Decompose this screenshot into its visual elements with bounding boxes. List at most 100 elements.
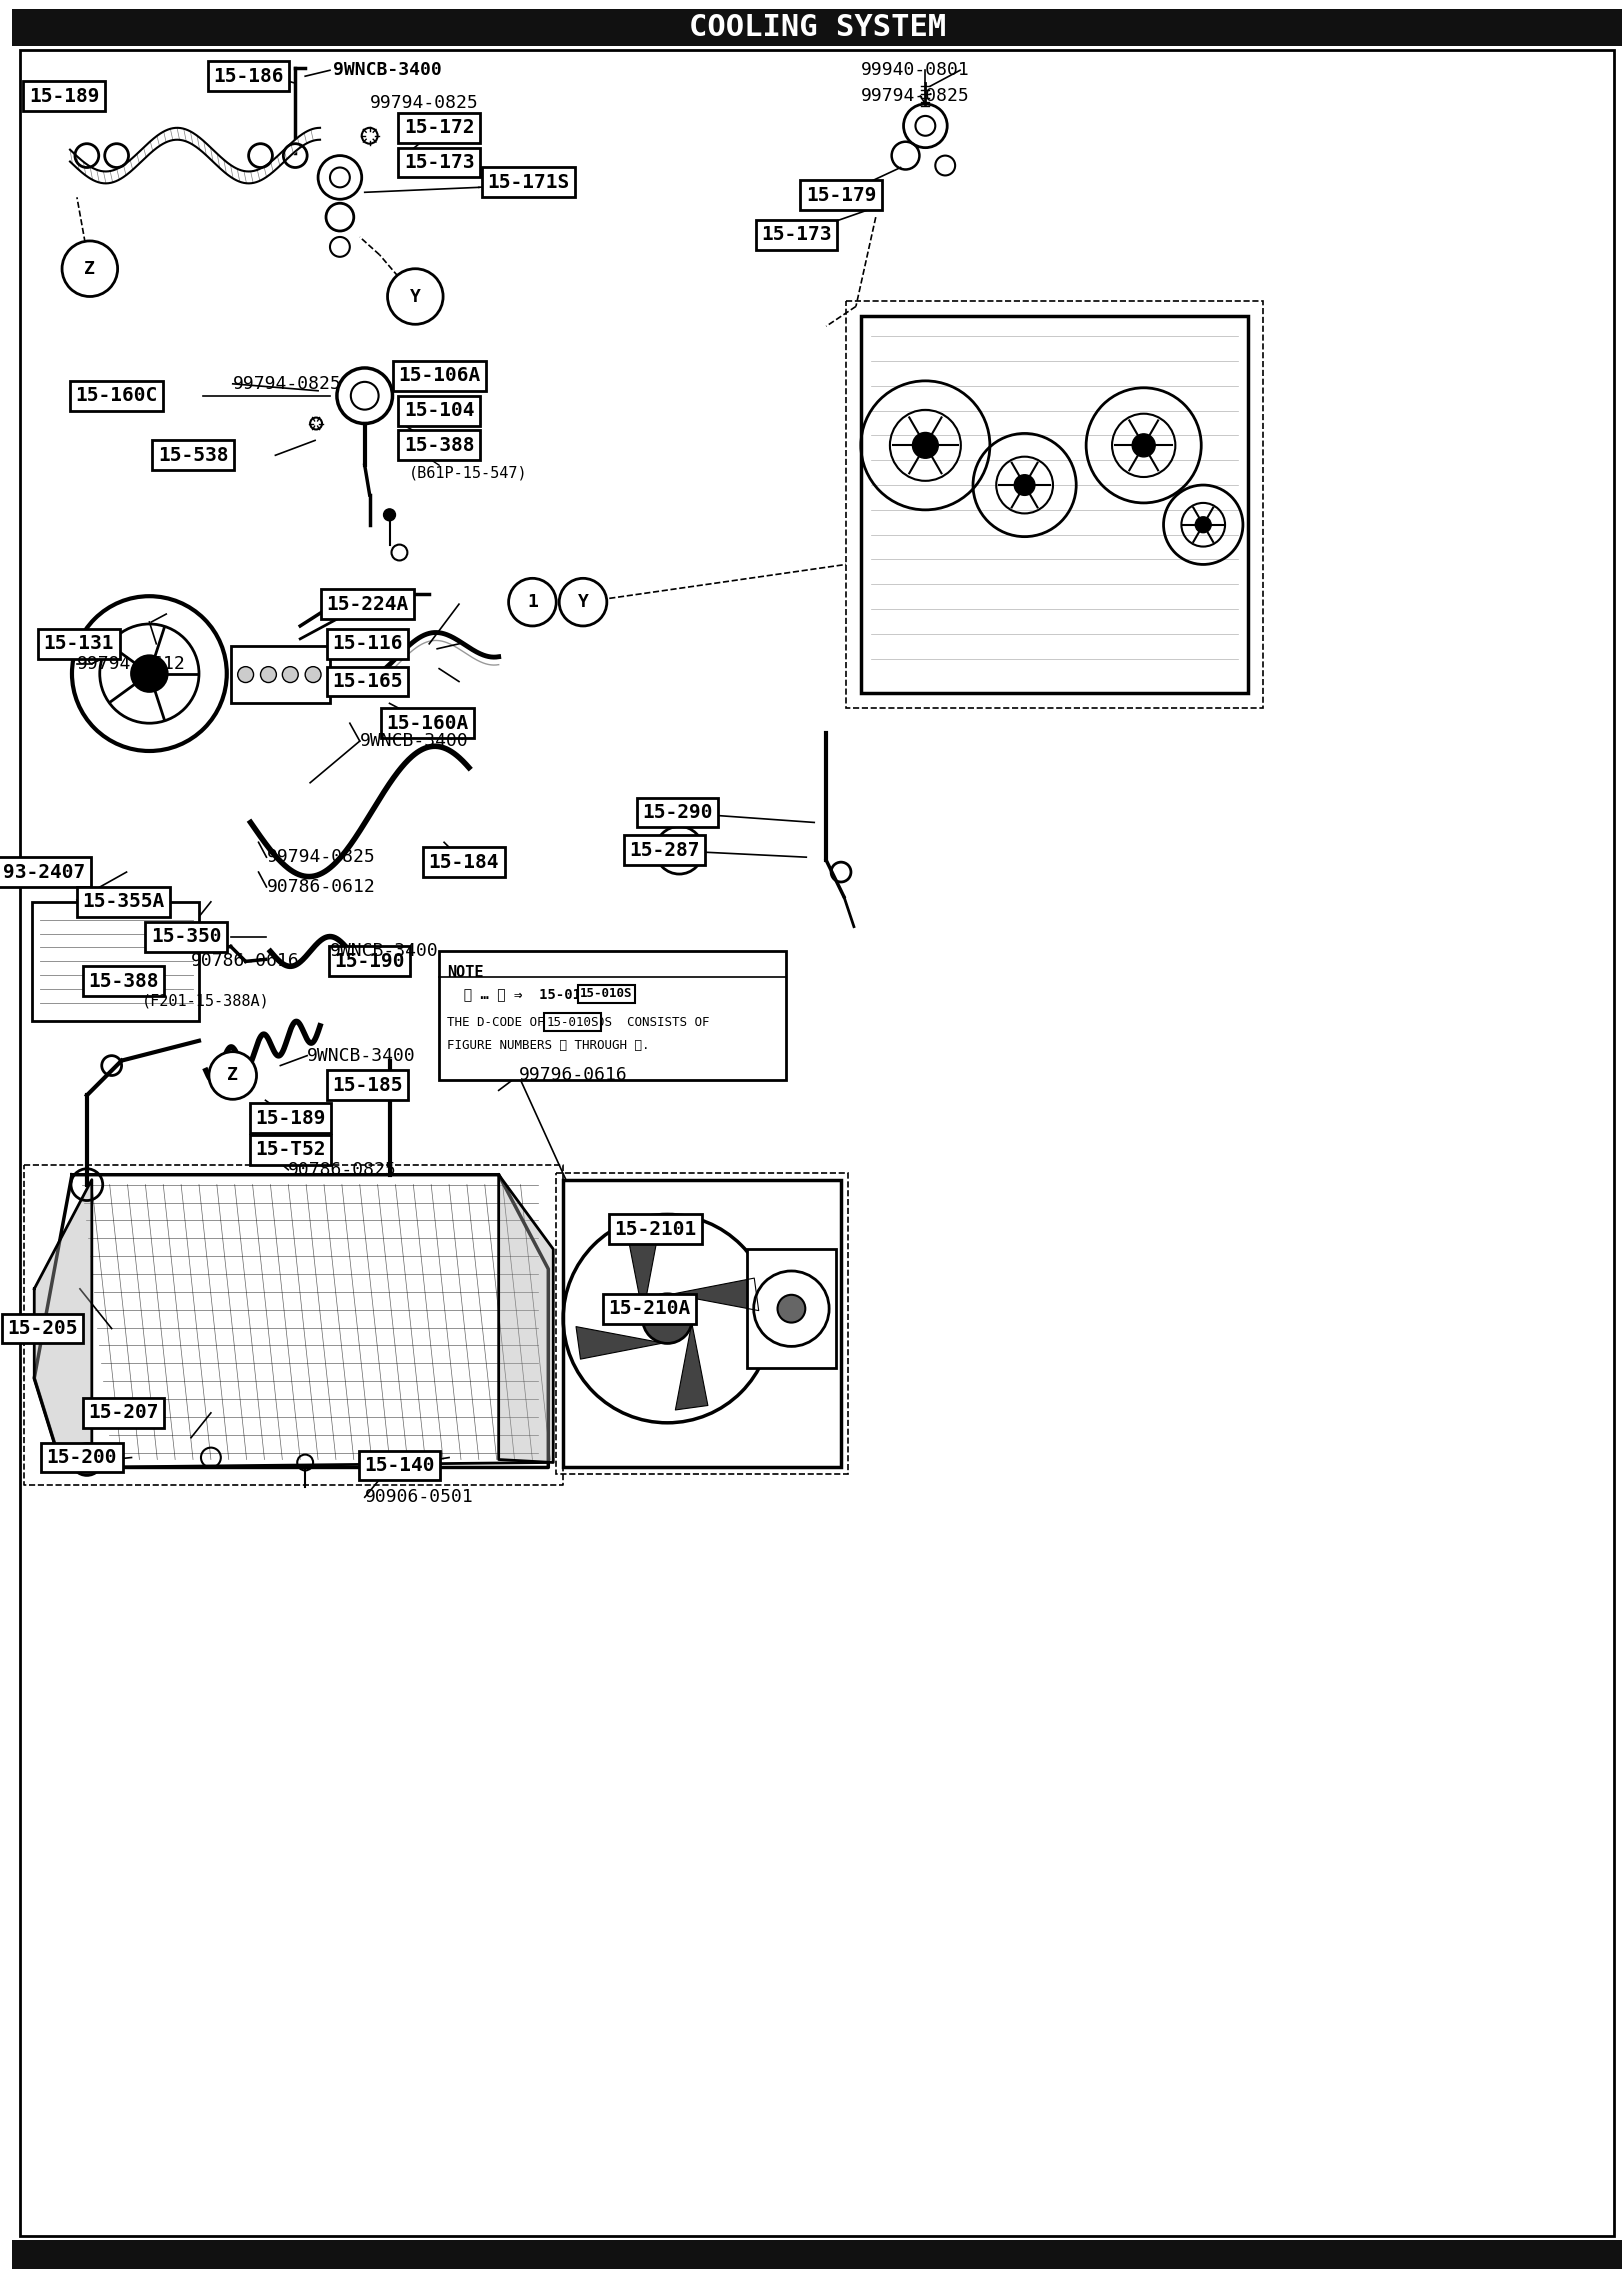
Text: 15-160C: 15-160C	[76, 387, 157, 405]
Circle shape	[362, 128, 378, 144]
Text: 90786-0616: 90786-0616	[191, 952, 300, 970]
Text: 15-171S: 15-171S	[487, 173, 569, 191]
Text: 15-205: 15-205	[6, 1319, 78, 1337]
Text: 1: 1	[527, 592, 539, 611]
Circle shape	[209, 1052, 256, 1100]
Text: 15-355A: 15-355A	[83, 893, 165, 911]
Polygon shape	[34, 1180, 92, 1467]
Text: 15-388: 15-388	[88, 973, 159, 991]
Text: 15-224A: 15-224A	[326, 595, 409, 613]
Text: 99794-0825: 99794-0825	[370, 93, 478, 112]
Text: 93-2407: 93-2407	[3, 863, 86, 882]
Bar	[847, 301, 1264, 708]
Bar	[556, 1173, 848, 1474]
Circle shape	[282, 667, 298, 683]
Circle shape	[131, 656, 167, 693]
Text: 15-185: 15-185	[333, 1075, 402, 1096]
Text: 99794-0825: 99794-0825	[232, 376, 342, 392]
Text: 15-010S: 15-010S	[547, 1016, 599, 1030]
Circle shape	[305, 667, 321, 683]
Circle shape	[238, 667, 253, 683]
Circle shape	[1195, 517, 1212, 533]
Text: 90786-0825: 90786-0825	[289, 1162, 397, 1178]
Text: 9WNCB-3400: 9WNCB-3400	[360, 731, 469, 749]
Text: 15-287: 15-287	[629, 841, 699, 859]
Text: 15-173: 15-173	[761, 226, 832, 244]
Text: 15-165: 15-165	[333, 672, 402, 690]
Text: 15-186: 15-186	[214, 66, 284, 87]
Bar	[13, 2239, 1622, 2269]
Polygon shape	[675, 1324, 707, 1410]
Text: FIGURE NUMBERS ① THROUGH ②.: FIGURE NUMBERS ① THROUGH ②.	[448, 1039, 649, 1052]
Text: COOLING SYSTEM: COOLING SYSTEM	[689, 14, 946, 41]
Text: 15-207: 15-207	[88, 1403, 159, 1421]
Text: 90786-0612: 90786-0612	[266, 877, 375, 895]
Text: ① … ② ⇒  15-010S: ① … ② ⇒ 15-010S	[448, 986, 599, 1000]
Text: 9WNCB-3400: 9WNCB-3400	[307, 1046, 415, 1064]
Circle shape	[62, 241, 118, 296]
Text: 15-210A: 15-210A	[608, 1298, 691, 1319]
Polygon shape	[498, 1175, 553, 1462]
Bar	[563, 1180, 842, 1467]
Circle shape	[1014, 474, 1035, 494]
Text: 90906-0501: 90906-0501	[365, 1488, 474, 1506]
Text: 9WNCB-3400: 9WNCB-3400	[329, 943, 438, 961]
Bar	[861, 317, 1247, 693]
Text: 2: 2	[673, 841, 684, 859]
Text: 15-350: 15-350	[151, 927, 221, 945]
Text: 99796-0616: 99796-0616	[519, 1066, 628, 1084]
Text: Y: Y	[577, 592, 589, 611]
Text: 99794-0612: 99794-0612	[76, 654, 185, 672]
Circle shape	[1132, 433, 1155, 458]
Text: 99794-0825: 99794-0825	[861, 87, 970, 105]
Circle shape	[642, 1294, 693, 1344]
Circle shape	[560, 579, 607, 626]
Text: 15-179: 15-179	[806, 187, 876, 205]
Text: 15-106A: 15-106A	[397, 367, 480, 385]
Polygon shape	[672, 1278, 759, 1310]
Circle shape	[509, 579, 556, 626]
Text: 15-T52: 15-T52	[255, 1141, 326, 1160]
Text: 15-189: 15-189	[255, 1109, 326, 1128]
Text: Y: Y	[410, 287, 420, 305]
Text: 15-010S: 15-010S	[581, 986, 633, 1000]
Text: 15-160A: 15-160A	[386, 713, 469, 734]
Text: Z: Z	[227, 1066, 238, 1084]
Text: 15-140: 15-140	[365, 1456, 435, 1474]
Circle shape	[261, 667, 276, 683]
Text: 15-184: 15-184	[428, 852, 500, 872]
Text: 15-290: 15-290	[642, 804, 712, 822]
Bar	[32, 902, 200, 1021]
Text: 15-2101: 15-2101	[615, 1219, 696, 1239]
Circle shape	[388, 269, 443, 323]
Text: 15-189: 15-189	[29, 87, 99, 105]
Bar	[13, 9, 1622, 46]
Text: 15-172: 15-172	[404, 118, 474, 137]
Text: 99794-0825: 99794-0825	[266, 847, 375, 866]
Text: 9WNCB-3400: 9WNCB-3400	[333, 62, 441, 80]
Circle shape	[913, 433, 938, 458]
Text: 99940-0801: 99940-0801	[861, 62, 970, 80]
Text: 15-190: 15-190	[334, 952, 406, 970]
Text: 15-173: 15-173	[404, 153, 474, 173]
Text: (B61P-15-547): (B61P-15-547)	[409, 465, 529, 481]
Bar	[230, 645, 329, 704]
Text: THE D-CODE OF  15-010S  CONSISTS OF: THE D-CODE OF 15-010S CONSISTS OF	[448, 1016, 709, 1030]
Circle shape	[655, 827, 702, 875]
Text: 15-116: 15-116	[333, 633, 402, 654]
Bar	[440, 952, 787, 1080]
Text: 15-131: 15-131	[44, 633, 114, 654]
Circle shape	[777, 1294, 805, 1324]
Text: 15-104: 15-104	[404, 401, 474, 419]
Circle shape	[383, 508, 396, 522]
Bar	[746, 1248, 835, 1369]
Text: 15-538: 15-538	[157, 446, 229, 465]
Circle shape	[310, 417, 323, 431]
Text: 15-200: 15-200	[47, 1449, 117, 1467]
Text: 15-388: 15-388	[404, 435, 474, 456]
Text: (F201-15-388A): (F201-15-388A)	[141, 993, 269, 1009]
Text: Z: Z	[84, 260, 96, 278]
Polygon shape	[576, 1326, 663, 1360]
Polygon shape	[626, 1228, 660, 1314]
Text: NOTE: NOTE	[448, 966, 483, 980]
